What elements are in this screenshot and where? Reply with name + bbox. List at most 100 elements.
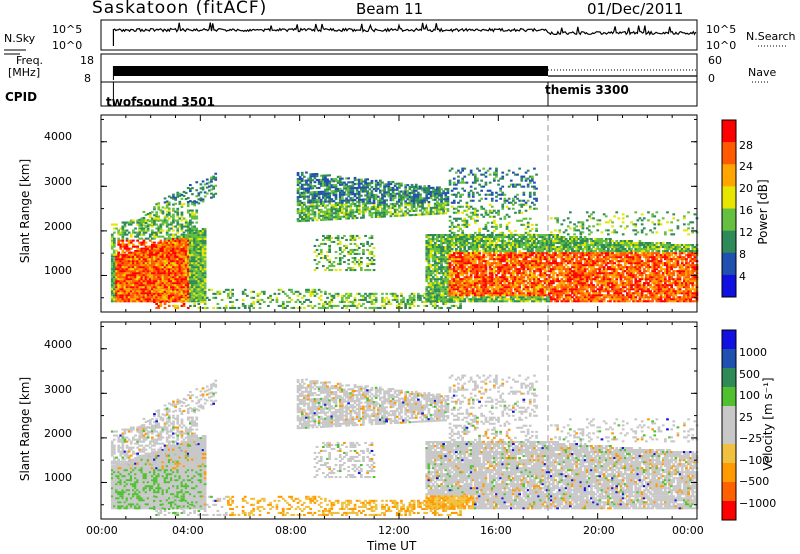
power-cell — [195, 276, 199, 279]
power-cell — [117, 253, 120, 256]
power-cell — [186, 262, 190, 265]
velocity-cell — [191, 418, 194, 421]
power-cell — [165, 272, 169, 275]
velocity-cell — [146, 487, 150, 490]
velocity-cell — [174, 405, 177, 408]
velocity-cell — [146, 473, 150, 476]
power-cell — [144, 294, 148, 297]
velocity-cell — [326, 423, 329, 426]
power-cell — [203, 272, 207, 275]
power-cell — [212, 292, 215, 295]
velocity-cell — [167, 465, 171, 468]
power-cell — [203, 234, 207, 237]
power-cell — [201, 248, 205, 251]
velocity-cell — [191, 438, 194, 441]
velocity-cell — [132, 505, 135, 508]
power-cell — [125, 262, 129, 265]
power-cell — [193, 234, 196, 237]
velocity-cell — [172, 448, 175, 451]
power-cell — [307, 288, 310, 291]
velocity-cell — [157, 434, 161, 437]
power-cell — [195, 280, 199, 283]
power-cell — [140, 237, 144, 240]
power-cell — [134, 262, 137, 265]
power-cell — [129, 262, 133, 265]
power-cell — [218, 292, 222, 295]
power-cell — [214, 184, 218, 187]
power-cell — [319, 242, 323, 245]
velocity-cell — [163, 404, 167, 407]
power-cell — [153, 217, 156, 220]
power-cell — [186, 247, 190, 250]
velocity-cell — [113, 495, 116, 498]
velocity-cell — [125, 450, 129, 453]
power-cell — [170, 278, 173, 281]
velocity-cell — [176, 434, 180, 437]
power-cell — [248, 304, 251, 307]
velocity-cell — [165, 450, 169, 453]
velocity-cell — [307, 414, 310, 417]
power-cell — [184, 242, 188, 245]
power-cell — [269, 300, 272, 303]
velocity-cell — [144, 505, 148, 508]
power-cell — [307, 195, 310, 198]
power-cell — [197, 266, 201, 269]
velocity-cell — [319, 381, 323, 384]
power-cell — [309, 191, 313, 194]
power-cell — [212, 177, 215, 180]
velocity-cell — [205, 399, 209, 402]
velocity-cell — [119, 507, 123, 510]
velocity-cell — [189, 481, 192, 484]
power-cell — [159, 253, 163, 256]
velocity-cell — [155, 477, 158, 480]
power-cell — [184, 272, 188, 275]
velocity-cell — [127, 477, 131, 480]
velocity-cell — [298, 407, 302, 410]
power-cell — [317, 213, 321, 216]
velocity-cell — [157, 426, 161, 429]
velocity-cell — [170, 430, 173, 433]
velocity-cell — [157, 442, 161, 445]
power-cell — [157, 274, 161, 277]
velocity-cell — [136, 479, 139, 482]
power-cell — [189, 304, 192, 307]
power-cell — [123, 298, 127, 301]
velocity-cell — [311, 424, 315, 427]
velocity-cell — [155, 426, 158, 429]
power-cell — [144, 245, 148, 248]
power-cell — [136, 284, 139, 287]
velocity-cell — [189, 477, 192, 480]
power-cell — [205, 186, 209, 189]
velocity-cell — [180, 446, 184, 449]
velocity-cell — [140, 479, 144, 482]
velocity-cell — [157, 513, 161, 516]
power-cell — [300, 191, 304, 194]
velocity-cell — [193, 424, 196, 427]
power-cell — [148, 284, 152, 287]
power-cell — [303, 207, 306, 210]
velocity-cell — [176, 436, 180, 439]
power-cell — [182, 234, 186, 237]
power-cell — [191, 288, 194, 291]
power-cell — [298, 214, 302, 217]
velocity-cell — [303, 410, 306, 413]
power-cell — [298, 292, 302, 295]
velocity-cell — [184, 479, 188, 482]
velocity-cell — [163, 489, 167, 492]
power-cell — [153, 208, 156, 211]
velocity-cell — [324, 499, 327, 502]
velocity-cell — [113, 446, 116, 449]
velocity-cell — [311, 408, 315, 411]
power-cell — [199, 256, 203, 259]
power-cell — [184, 234, 188, 237]
power-cell — [163, 254, 167, 257]
power-cell — [144, 251, 148, 254]
power-cell — [170, 276, 173, 279]
power-cell — [132, 286, 135, 289]
power-cell — [136, 250, 139, 253]
velocity-cell — [155, 495, 158, 498]
velocity-cell — [123, 436, 127, 439]
velocity-cell — [132, 469, 135, 472]
power-cell — [170, 264, 173, 267]
power-cell — [324, 206, 327, 209]
